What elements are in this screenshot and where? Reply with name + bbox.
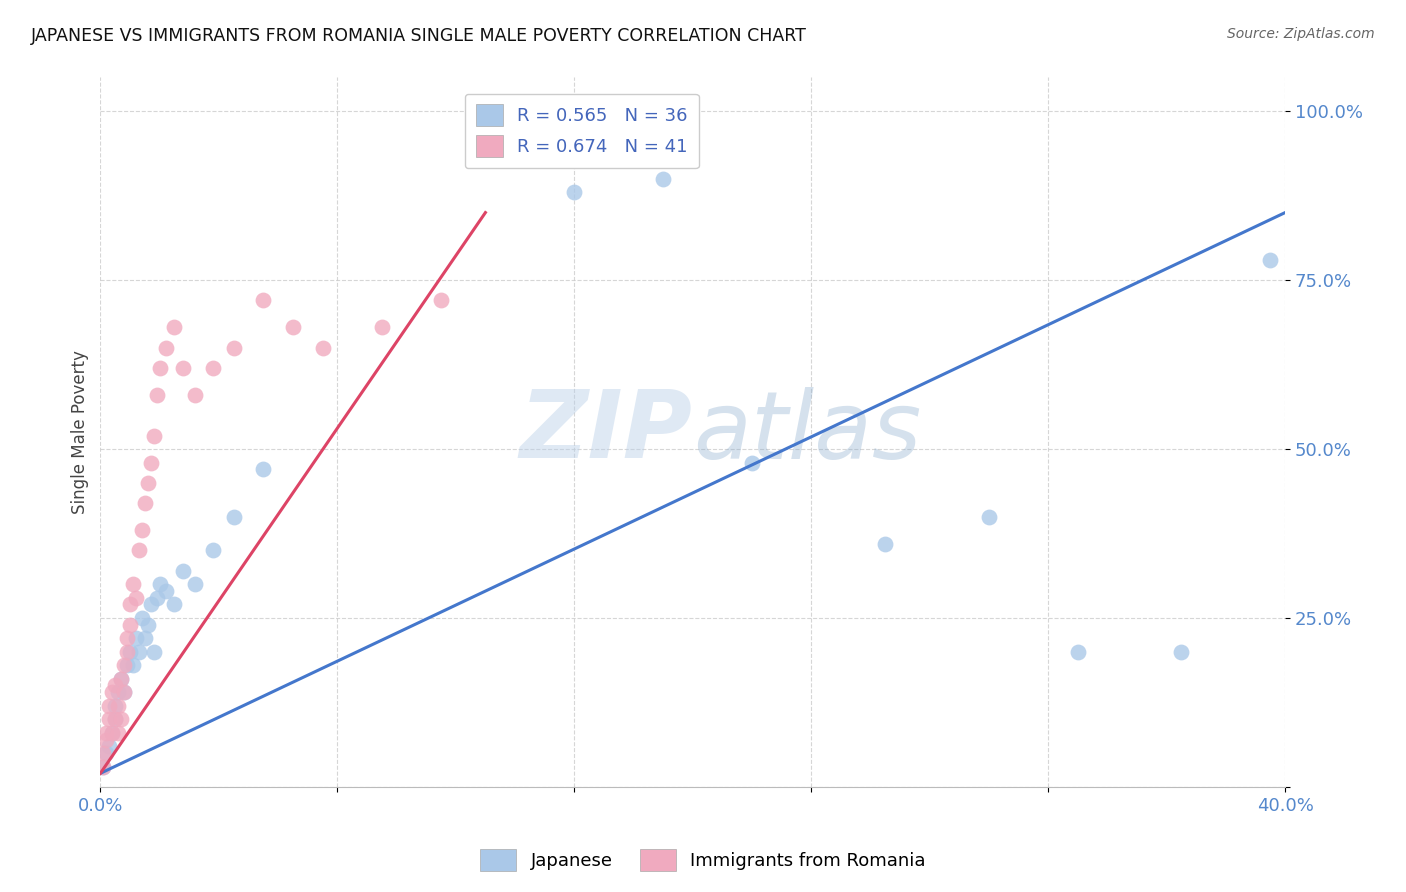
Point	[875, 536, 897, 550]
Point	[134, 631, 156, 645]
Point	[311, 341, 333, 355]
Point	[96, 732, 118, 747]
Point	[1067, 645, 1090, 659]
Point	[131, 611, 153, 625]
Point	[98, 698, 121, 713]
Point	[149, 577, 172, 591]
Point	[163, 320, 186, 334]
Point	[1170, 645, 1192, 659]
Text: ZIP: ZIP	[520, 386, 693, 478]
Point	[134, 496, 156, 510]
Point	[101, 726, 124, 740]
Point	[184, 388, 207, 402]
Point	[128, 543, 150, 558]
Point	[98, 712, 121, 726]
Text: Source: ZipAtlas.com: Source: ZipAtlas.com	[1227, 27, 1375, 41]
Point	[139, 456, 162, 470]
Point	[142, 428, 165, 442]
Point	[96, 746, 118, 760]
Point	[91, 759, 114, 773]
Point	[101, 726, 124, 740]
Point	[172, 361, 194, 376]
Point	[122, 577, 145, 591]
Point	[155, 583, 177, 598]
Point	[281, 320, 304, 334]
Point	[741, 456, 763, 470]
Point	[118, 617, 141, 632]
Point	[371, 320, 394, 334]
Point	[115, 631, 138, 645]
Point	[131, 523, 153, 537]
Point	[163, 598, 186, 612]
Point	[107, 726, 129, 740]
Point	[104, 712, 127, 726]
Point	[652, 171, 675, 186]
Point	[201, 361, 224, 376]
Point	[122, 658, 145, 673]
Point	[136, 475, 159, 490]
Point	[155, 341, 177, 355]
Point	[136, 617, 159, 632]
Point	[430, 293, 453, 308]
Point	[222, 509, 245, 524]
Point	[184, 577, 207, 591]
Point	[562, 186, 585, 200]
Point	[118, 598, 141, 612]
Point	[104, 712, 127, 726]
Text: atlas: atlas	[693, 386, 921, 477]
Point	[201, 543, 224, 558]
Point	[98, 739, 121, 754]
Point	[115, 645, 138, 659]
Point	[110, 672, 132, 686]
Text: JAPANESE VS IMMIGRANTS FROM ROMANIA SINGLE MALE POVERTY CORRELATION CHART: JAPANESE VS IMMIGRANTS FROM ROMANIA SING…	[31, 27, 807, 45]
Point	[172, 564, 194, 578]
Legend: R = 0.565   N = 36, R = 0.674   N = 41: R = 0.565 N = 36, R = 0.674 N = 41	[465, 94, 699, 169]
Point	[128, 645, 150, 659]
Point	[96, 726, 118, 740]
Point	[91, 759, 114, 773]
Point	[107, 698, 129, 713]
Legend: Japanese, Immigrants from Romania: Japanese, Immigrants from Romania	[472, 842, 934, 879]
Point	[252, 462, 274, 476]
Point	[145, 591, 167, 605]
Point	[112, 685, 135, 699]
Point	[118, 645, 141, 659]
Point	[112, 685, 135, 699]
Point	[101, 685, 124, 699]
Point	[104, 678, 127, 692]
Point	[112, 658, 135, 673]
Point	[115, 658, 138, 673]
Point	[222, 341, 245, 355]
Point	[149, 361, 172, 376]
Point	[125, 631, 148, 645]
Y-axis label: Single Male Poverty: Single Male Poverty	[72, 351, 89, 514]
Point	[977, 509, 1000, 524]
Point	[110, 672, 132, 686]
Point	[91, 746, 114, 760]
Point	[104, 698, 127, 713]
Point	[139, 598, 162, 612]
Point	[142, 645, 165, 659]
Point	[1260, 252, 1282, 267]
Point	[125, 591, 148, 605]
Point	[252, 293, 274, 308]
Point	[145, 388, 167, 402]
Point	[110, 712, 132, 726]
Point	[107, 685, 129, 699]
